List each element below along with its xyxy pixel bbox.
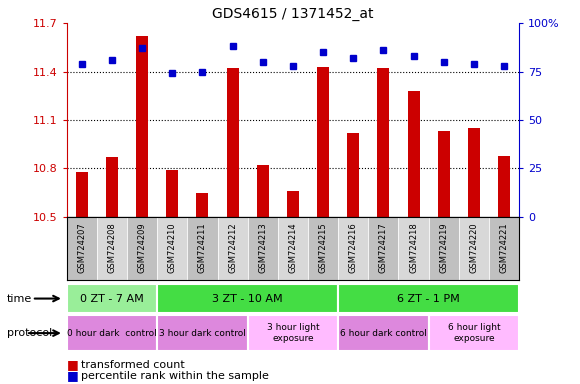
Bar [157,217,187,280]
Text: GSM724216: GSM724216 [349,222,358,273]
Bar [67,315,157,351]
Bar [378,68,389,217]
Bar [97,217,127,280]
Bar [429,217,459,280]
Bar [67,284,157,313]
Text: transformed count: transformed count [81,360,185,370]
Text: protocol: protocol [7,328,52,338]
Bar [308,217,338,280]
Bar [257,165,269,217]
Text: GSM724219: GSM724219 [439,222,448,273]
Bar [127,217,157,280]
Text: GSM724210: GSM724210 [168,222,177,273]
Bar [347,133,359,217]
Bar [459,217,489,280]
Bar [368,217,398,280]
Bar [157,315,248,351]
Bar [227,68,238,217]
Text: 3 ZT - 10 AM: 3 ZT - 10 AM [212,293,283,304]
Bar [438,131,450,217]
Text: percentile rank within the sample: percentile rank within the sample [81,371,269,381]
Bar [398,217,429,280]
Bar [136,36,148,217]
Text: 6 hour light
exposure: 6 hour light exposure [448,323,500,343]
Text: 3 hour dark control: 3 hour dark control [159,329,246,338]
Bar [106,157,118,217]
Text: GSM724214: GSM724214 [288,222,298,273]
Text: GSM724218: GSM724218 [409,222,418,273]
Text: GSM724207: GSM724207 [77,222,86,273]
Bar [197,193,208,217]
Text: GSM724211: GSM724211 [198,222,207,273]
Text: GSM724220: GSM724220 [469,222,478,273]
Bar [338,315,429,351]
Bar [287,191,299,217]
Bar [498,156,510,217]
Text: GSM724221: GSM724221 [499,222,509,273]
Bar [67,217,97,280]
Text: 6 hour dark control: 6 hour dark control [340,329,427,338]
Text: GSM724215: GSM724215 [318,222,328,273]
Bar [278,217,308,280]
Bar [218,217,248,280]
Text: 6 ZT - 1 PM: 6 ZT - 1 PM [397,293,460,304]
Text: GSM724208: GSM724208 [107,222,117,273]
Bar [489,217,519,280]
Text: GSM724212: GSM724212 [228,222,237,273]
Bar [317,67,329,217]
Text: GSM724217: GSM724217 [379,222,388,273]
Bar [408,91,419,217]
Text: ■: ■ [67,358,78,371]
Bar [338,284,519,313]
Text: 0 ZT - 7 AM: 0 ZT - 7 AM [80,293,144,304]
Bar [429,315,519,351]
Bar [76,172,88,217]
Bar [248,217,278,280]
Text: 3 hour light
exposure: 3 hour light exposure [267,323,319,343]
Bar [248,315,338,351]
Bar [157,284,338,313]
Text: GSM724213: GSM724213 [258,222,267,273]
Bar [468,128,480,217]
Text: ■: ■ [67,369,78,382]
Title: GDS4615 / 1371452_at: GDS4615 / 1371452_at [212,7,374,21]
Bar [187,217,218,280]
Text: 0 hour dark  control: 0 hour dark control [67,329,157,338]
Text: GSM724209: GSM724209 [137,222,147,273]
Bar [338,217,368,280]
Text: time: time [7,293,32,304]
Bar [166,170,178,217]
